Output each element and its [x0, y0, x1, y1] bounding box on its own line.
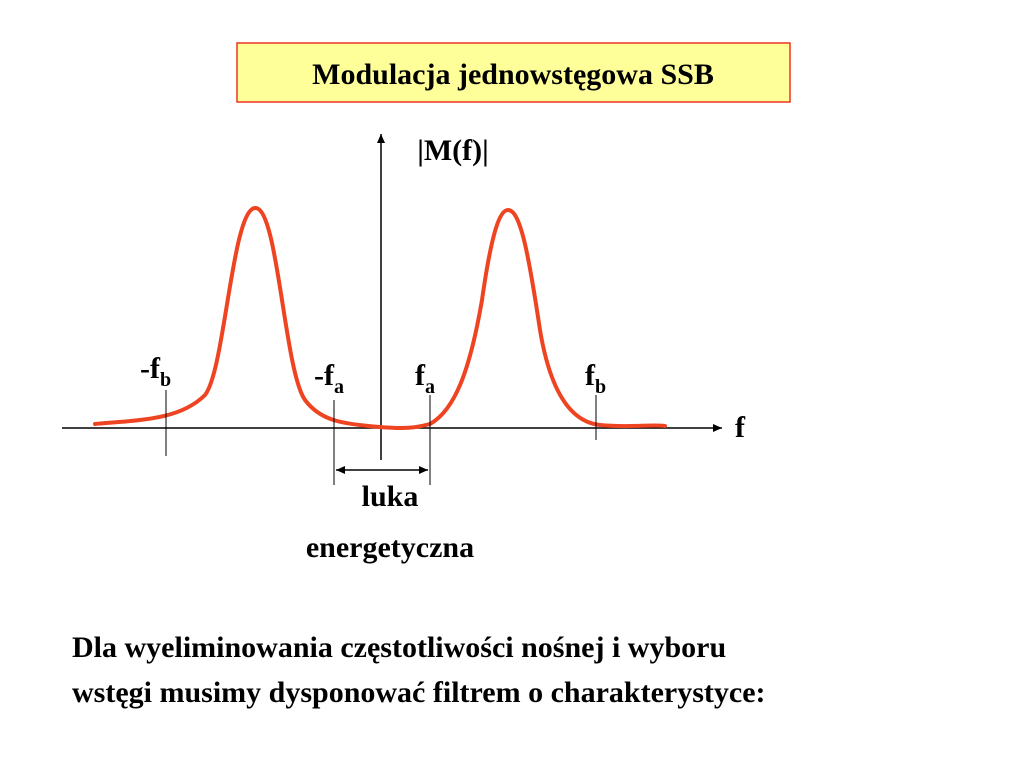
spectrum-curve	[93, 206, 667, 430]
y-axis-label: |M(f)|	[417, 134, 489, 167]
x-axis-label: f	[735, 411, 746, 444]
marker-label: fa	[415, 359, 435, 398]
body-text: Dla wyeliminowania częstotliwości nośnej…	[72, 631, 726, 664]
body-text: wstęgi musimy dysponować filtrem o chara…	[72, 676, 766, 709]
title: Modulacja jednowstęgowa SSB	[312, 58, 714, 91]
marker-label: fb	[585, 359, 606, 398]
marker-label: -fa	[314, 359, 344, 398]
gap-label: luka	[362, 480, 419, 513]
title-box	[236, 42, 791, 103]
gap-label: energetyczna	[306, 531, 474, 564]
marker-label: -fb	[140, 352, 171, 391]
